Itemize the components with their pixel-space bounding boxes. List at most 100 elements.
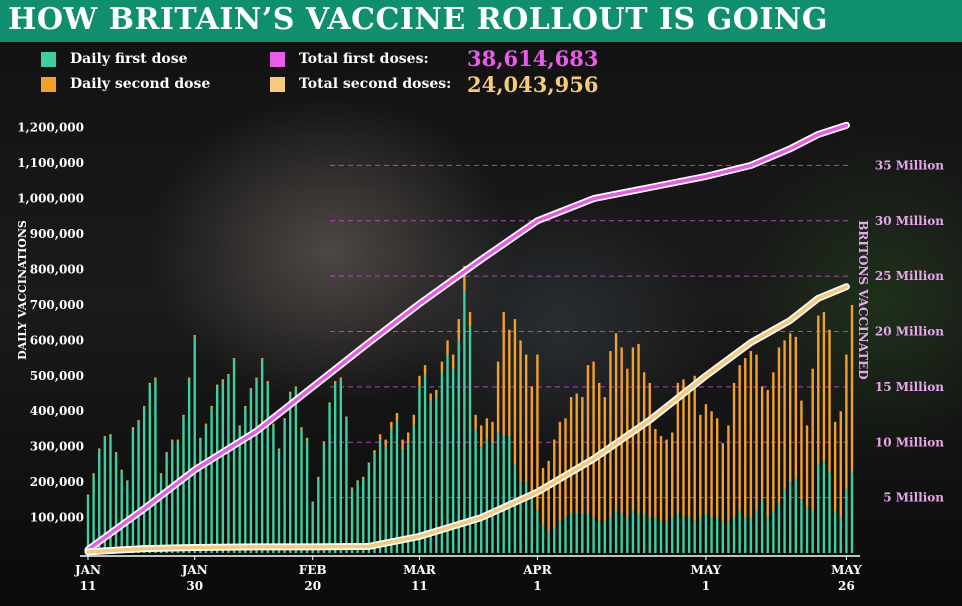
bar-second-dose [362,476,365,479]
bar-second-dose [216,384,219,387]
bar-first-dose [654,517,657,553]
bar-first-dose [744,517,747,553]
x-tick-label: MAY [691,563,722,577]
bar-second-dose [98,448,101,451]
bar-first-dose [845,489,848,553]
bar-first-dose [637,514,640,553]
bar-second-dose [378,434,382,440]
y-tick-label: 1,100,000 [17,156,84,170]
bar-first-dose [839,517,842,553]
bar-second-dose [423,365,427,376]
bar-first-dose [193,336,196,553]
bar-second-dose [114,451,118,454]
bar-first-dose [502,436,505,553]
bar-first-dose [727,521,730,553]
bar-second-dose [294,386,298,389]
bar-first-dose [687,517,691,553]
bar-second-dose [148,382,151,385]
legend-swatch-daily-second [41,77,56,92]
right-tick-label: 15 Million [875,380,944,394]
legend-label-total-first: Total first doses: [299,51,429,67]
bar-first-dose [676,514,680,553]
right-tick-label: 10 Million [875,435,944,449]
bar-first-dose [603,521,607,553]
bar-second-dose [850,304,854,472]
bar-second-dose [468,312,472,327]
bar-second-dose [811,368,814,511]
bar-second-dose [783,340,786,490]
bar-first-dose [671,517,674,553]
legend-swatch-total-second [270,77,285,92]
bar-second-dose [502,312,505,437]
y-tick-label: 400,000 [30,404,84,418]
bar-first-dose [524,482,528,553]
bar-first-dose [446,354,449,553]
bar-first-dose [828,471,831,553]
bar-first-dose [822,460,826,553]
bar-second-dose [260,358,264,360]
bar-second-dose [642,372,646,515]
bar-first-dose [564,517,567,553]
bar-second-dose [440,361,444,373]
bar-second-dose [131,427,135,429]
bar-first-dose [794,478,798,553]
bar-first-dose [277,450,281,553]
bar-second-dose [659,436,663,522]
bar-second-dose [238,425,241,428]
bar-first-dose [850,471,854,553]
bar-first-dose [142,407,146,553]
bar-second-dose [586,365,590,515]
bar-second-dose [137,420,140,422]
bar-first-dose [772,510,775,553]
bar-first-dose [103,437,107,553]
bar-second-dose [738,365,741,511]
bar-second-dose [569,397,573,515]
bar-second-dose [693,375,696,522]
bar-first-dose [384,446,387,553]
bar-second-dose [665,439,668,522]
bar-second-dose [182,414,185,417]
y-tick-label: 700,000 [30,298,84,312]
bar-second-dose [766,389,769,518]
legend-label-daily-first: Daily first dose [70,51,188,67]
bar-first-dose [435,397,438,553]
bar-second-dose [777,347,781,504]
bar-first-dose [766,517,769,553]
bar-first-dose [272,425,275,553]
bar-second-dose [289,391,292,394]
bar-second-dose [86,494,90,497]
x-tick-label: 1 [702,579,710,593]
bar-first-dose [614,510,618,553]
bar-second-dose [626,368,629,518]
y-tick-label: 600,000 [30,333,84,347]
bar-first-dose [395,421,399,553]
bar-second-dose [817,315,820,465]
bar-second-dose [558,421,562,522]
bar-first-dose [805,506,809,553]
bar-first-dose [800,499,803,553]
bar-first-dose [187,379,191,553]
bar-second-dose [339,377,342,380]
bar-second-dose [165,451,168,454]
bar-second-dose [451,354,455,369]
bar-first-dose [356,482,359,553]
x-tick-label: MAY [831,563,862,577]
bar-second-dose [266,381,269,383]
bar-first-dose [480,446,483,553]
bar-first-dose [519,482,522,553]
bar-second-dose [794,336,798,479]
bar-first-dose [176,441,180,553]
total-second-value: 24,043,956 [467,72,599,97]
bar-second-dose [845,354,848,490]
bar-first-dose [569,514,573,553]
right-tick-label: 25 Million [875,269,944,283]
bar-second-dose [710,411,713,518]
bar-second-dose [760,386,764,500]
x-tick-label: APR [522,563,552,577]
bar-first-dose [423,375,427,553]
y-tick-label: 500,000 [30,369,84,383]
bar-first-dose [328,404,331,553]
bar-second-dose [480,425,483,447]
bar-first-dose [715,517,719,553]
bar-first-dose [260,359,264,553]
